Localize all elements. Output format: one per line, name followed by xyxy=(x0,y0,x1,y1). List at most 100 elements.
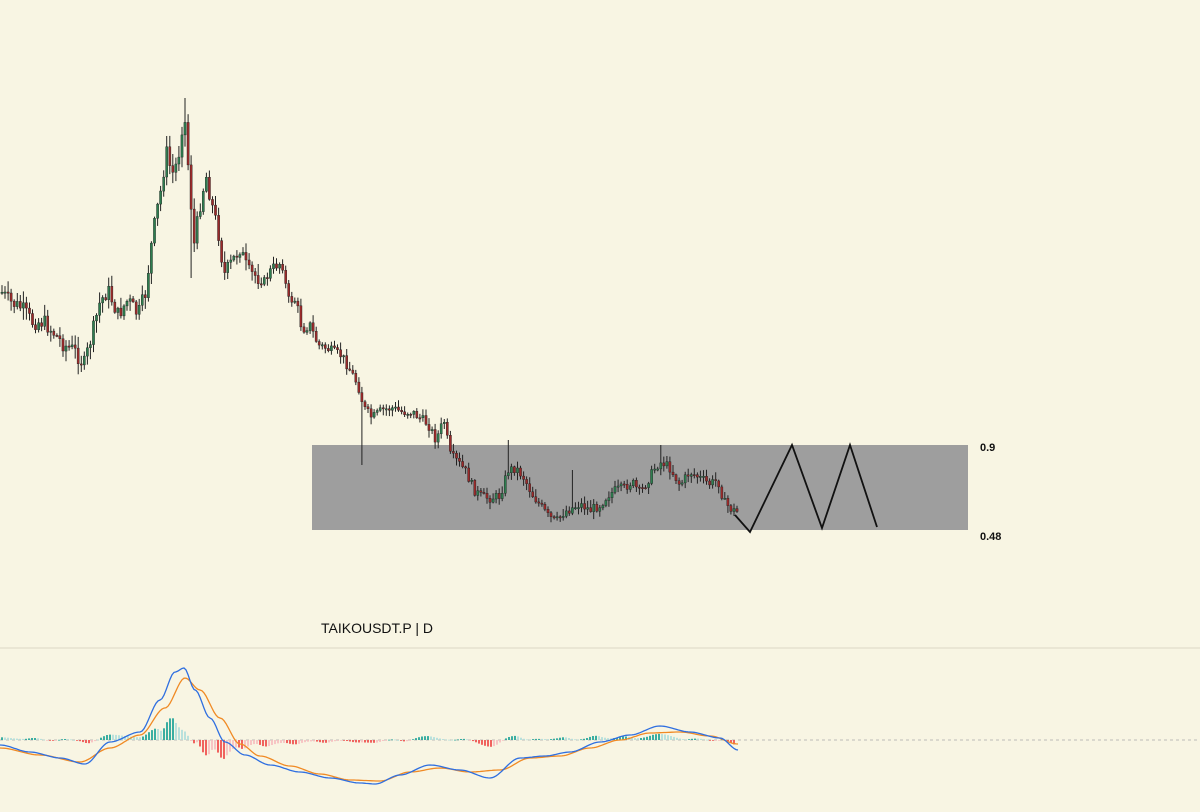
candle xyxy=(305,327,309,335)
candle xyxy=(46,309,49,336)
macd-histogram-bar xyxy=(544,739,546,740)
macd-histogram-bar xyxy=(148,732,150,740)
candle-body xyxy=(156,203,159,219)
candle-body xyxy=(119,307,123,317)
macd-histogram-bar xyxy=(124,736,126,740)
candle-body xyxy=(616,485,620,488)
candle xyxy=(299,298,303,331)
macd-histogram-bar xyxy=(280,740,282,743)
macd-histogram-bar xyxy=(559,737,561,740)
candle xyxy=(427,418,431,438)
macd-histogram-bar xyxy=(592,736,594,740)
macd-histogram-bar xyxy=(598,736,600,740)
macd-histogram-bar xyxy=(268,740,270,747)
candle xyxy=(391,405,394,417)
candle xyxy=(528,477,531,498)
macd-histogram-bar xyxy=(709,740,711,741)
candle-body xyxy=(400,410,403,413)
candle xyxy=(250,261,254,281)
candle-body xyxy=(604,500,608,506)
candle xyxy=(49,325,53,342)
macd-histogram-bar xyxy=(637,738,639,740)
macd-histogram-bar xyxy=(520,737,522,740)
candle xyxy=(131,296,135,303)
macd-histogram-bar xyxy=(661,734,663,740)
candle xyxy=(696,472,699,484)
macd-histogram-bar xyxy=(382,740,384,741)
candle-body xyxy=(64,345,68,352)
macd-histogram-bar xyxy=(502,740,504,741)
macd-histogram-bar xyxy=(265,740,267,747)
candle xyxy=(610,487,614,504)
candle-body xyxy=(632,480,635,487)
candle xyxy=(717,479,720,494)
candle-body xyxy=(92,320,95,345)
macd-histogram-bar xyxy=(166,722,168,740)
candle-body xyxy=(665,461,669,467)
candle-body xyxy=(232,255,236,261)
candle xyxy=(443,419,446,429)
candle xyxy=(473,479,477,497)
candle-body xyxy=(510,466,513,473)
macd-histogram-bar xyxy=(412,739,414,740)
macd-histogram-bar xyxy=(427,736,429,740)
candle-body xyxy=(446,422,449,436)
candle-body xyxy=(351,369,355,374)
candle-body xyxy=(217,215,220,241)
macd-histogram-bar xyxy=(451,739,453,741)
macd-histogram-bar xyxy=(313,740,315,742)
candle xyxy=(3,286,7,299)
candle-body xyxy=(314,331,318,342)
macd-histogram-bar xyxy=(10,738,12,740)
candle xyxy=(568,506,571,516)
candle-body xyxy=(388,408,391,411)
candle xyxy=(116,306,120,320)
candle-body xyxy=(269,268,272,279)
candle-body xyxy=(110,286,114,303)
candle xyxy=(552,515,556,520)
candle-body xyxy=(253,271,257,276)
macd-histogram-bar xyxy=(340,740,342,741)
candle-body xyxy=(0,292,4,294)
candle-body xyxy=(720,486,724,499)
candle xyxy=(360,386,364,465)
macd-histogram-bar xyxy=(127,736,129,740)
candle xyxy=(67,340,71,351)
candle xyxy=(735,505,739,513)
candle-body xyxy=(479,490,483,493)
candle xyxy=(290,291,294,307)
macd-histogram-bar xyxy=(214,740,216,750)
candle xyxy=(680,479,684,487)
macd-histogram-bar xyxy=(415,738,417,740)
candle-body xyxy=(622,483,626,486)
macd-histogram-bar xyxy=(184,731,186,740)
candle-body xyxy=(104,297,107,300)
macd-histogram-bar xyxy=(481,740,483,745)
candle xyxy=(192,198,196,252)
candle xyxy=(363,399,367,410)
candle-body xyxy=(299,305,303,328)
candle xyxy=(269,265,272,282)
candle xyxy=(314,326,318,343)
candle xyxy=(729,504,733,515)
macd-histogram-bar xyxy=(670,736,672,740)
candle-body xyxy=(430,429,434,431)
candle xyxy=(415,408,419,419)
candle xyxy=(467,462,471,483)
macd-histogram-bar xyxy=(442,739,444,740)
macd-histogram-bar xyxy=(445,739,447,741)
candle-body xyxy=(412,411,416,415)
candle-body xyxy=(43,315,46,327)
candle xyxy=(641,483,644,493)
candle-body xyxy=(98,302,101,316)
candle xyxy=(183,98,187,147)
candle-body xyxy=(516,467,519,473)
macd-histogram-bar xyxy=(58,739,60,741)
candle-body xyxy=(436,433,440,443)
candle-body xyxy=(690,474,693,477)
macd-histogram-bar xyxy=(22,738,24,740)
candle-body xyxy=(644,487,647,490)
candle-body xyxy=(168,146,172,166)
